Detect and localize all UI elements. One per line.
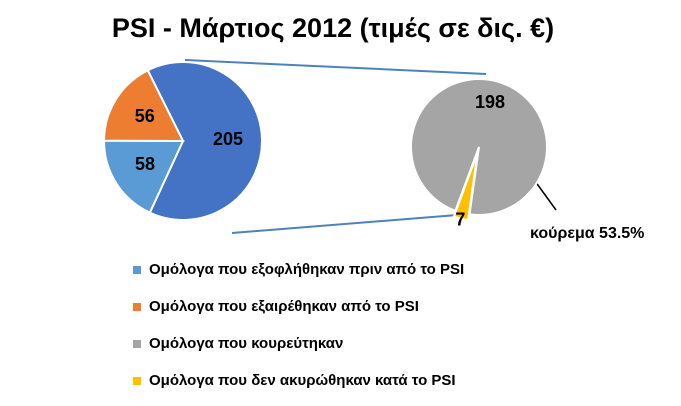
legend-swatch (133, 377, 141, 385)
connector (231, 212, 483, 234)
legend-swatch (133, 303, 141, 311)
data-label: 205 (213, 129, 243, 149)
legend-label: Ομόλογα που εξαιρέθηκαν από το PSI (149, 298, 419, 315)
legend-swatch (133, 266, 141, 274)
data-label: 58 (135, 154, 155, 174)
legend-swatch (133, 340, 141, 348)
legend-label: Ομόλογα που εξοφλήθηκαν πριν από το PSI (149, 261, 464, 278)
pie-slice (146, 61, 263, 221)
pie-slice (452, 152, 479, 222)
annotation: κούρεμα 53.5% (530, 225, 644, 242)
data-label: 198 (475, 92, 505, 112)
pie-slice (410, 78, 548, 216)
chart-title: PSI - Μάρτιος 2012 (τιμές σε δις. €) (112, 13, 554, 43)
data-label: 7 (455, 209, 465, 229)
pie-slice (102, 68, 185, 143)
connector (184, 59, 487, 75)
data-label: 56 (135, 106, 155, 126)
pie-slice (103, 139, 185, 215)
legend-label: Ομόλογα που κουρεύτηκαν (149, 335, 343, 352)
legend-label: Ομόλογα που δεν ακυρώθηκαν κατά το PSI (149, 372, 456, 389)
